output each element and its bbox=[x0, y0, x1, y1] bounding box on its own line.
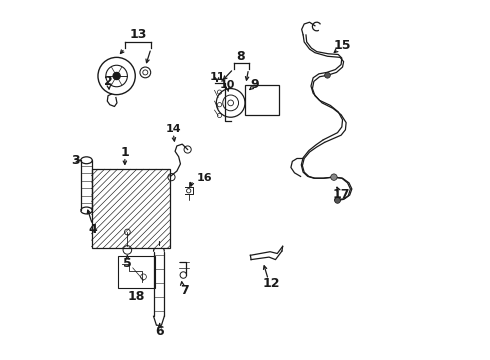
Text: 16: 16 bbox=[196, 173, 212, 183]
Text: 1: 1 bbox=[121, 145, 129, 158]
Text: 3: 3 bbox=[72, 154, 80, 167]
Text: 11: 11 bbox=[209, 72, 225, 82]
Circle shape bbox=[228, 100, 234, 106]
Bar bbox=[118, 256, 155, 288]
Text: 17: 17 bbox=[332, 188, 350, 201]
Text: 8: 8 bbox=[237, 50, 245, 63]
Text: 2: 2 bbox=[104, 75, 113, 88]
Bar bbox=[92, 169, 171, 248]
Text: 14: 14 bbox=[166, 124, 181, 134]
Text: 7: 7 bbox=[180, 284, 189, 297]
Circle shape bbox=[331, 174, 337, 180]
Text: 4: 4 bbox=[88, 223, 97, 236]
Text: 13: 13 bbox=[129, 28, 147, 41]
Circle shape bbox=[335, 198, 341, 203]
Text: 9: 9 bbox=[251, 78, 259, 91]
Circle shape bbox=[335, 197, 341, 203]
Circle shape bbox=[113, 72, 120, 80]
Text: 10: 10 bbox=[220, 80, 236, 90]
Text: 18: 18 bbox=[128, 290, 146, 303]
Text: 6: 6 bbox=[155, 325, 164, 338]
Text: 12: 12 bbox=[262, 278, 280, 291]
Text: 15: 15 bbox=[334, 39, 351, 52]
Bar bbox=[245, 85, 279, 116]
Circle shape bbox=[324, 72, 330, 78]
Text: 5: 5 bbox=[123, 257, 132, 270]
